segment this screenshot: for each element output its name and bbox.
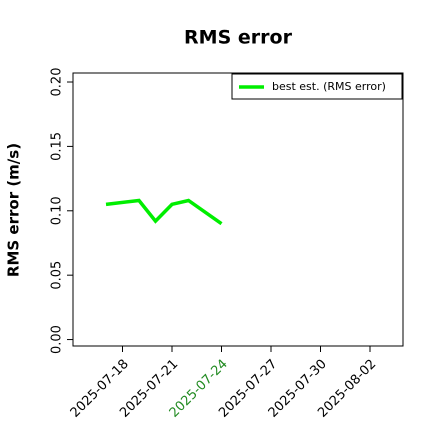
y-tick-label: 0.10	[50, 196, 65, 225]
y-tick-label: 0.05	[50, 261, 65, 290]
data-line	[105, 198, 223, 226]
y-tick-label: 0.00	[50, 325, 65, 354]
y-tick-label: 0.15	[50, 132, 65, 161]
y-tick-label: 0.20	[50, 68, 65, 97]
plot-frame	[72, 72, 404, 347]
chart-title: RMS error	[184, 27, 293, 49]
legend-label: best est. (RMS error)	[272, 80, 386, 93]
y-axis-label: RMS error (m/s)	[5, 143, 23, 277]
